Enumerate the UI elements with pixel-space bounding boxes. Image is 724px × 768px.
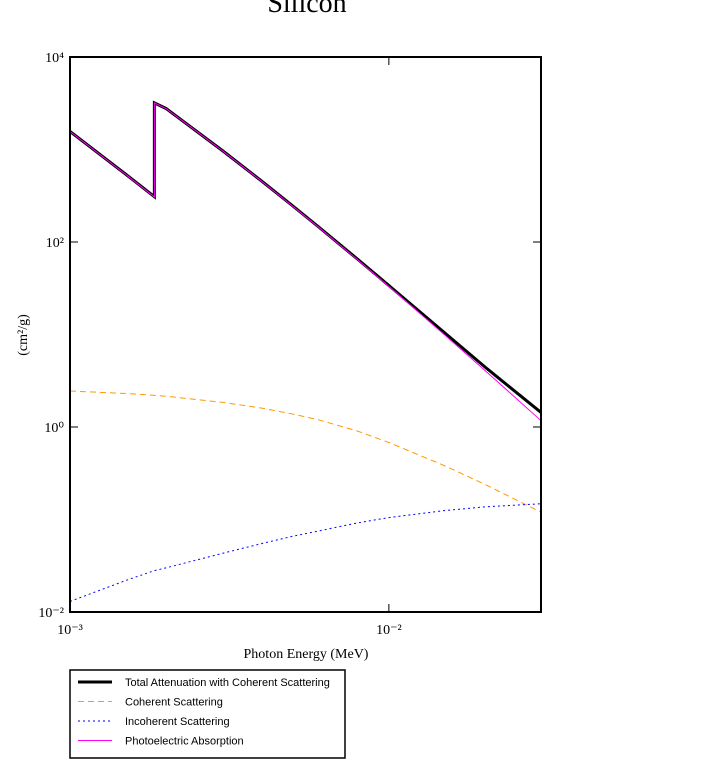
- y-tick-label: 10²: [46, 236, 64, 251]
- legend-label: Photoelectric Absorption: [125, 736, 244, 748]
- series-line: [69, 102, 542, 422]
- x-axis-label: Photon Energy (MeV): [244, 647, 369, 662]
- legend-box: [69, 669, 346, 759]
- y-tick-label: 10⁴: [45, 51, 64, 66]
- y-tick-label: 10⁻²: [38, 606, 64, 621]
- chart-title: Silicon: [267, 0, 346, 19]
- legend-label: Total Attenuation with Coherent Scatteri…: [125, 677, 330, 689]
- x-tick-label: 10⁻³: [57, 623, 83, 638]
- x-tick-label: 10⁻²: [376, 623, 402, 638]
- legend-label: Incoherent Scattering: [125, 716, 230, 728]
- series-line: [69, 503, 542, 602]
- y-axis-label: (cm²/g): [16, 314, 31, 356]
- series-line: [69, 100, 542, 414]
- plot-frame: [69, 56, 542, 613]
- y-tick-label: 10⁰: [44, 421, 64, 436]
- legend-label: Coherent Scattering: [125, 697, 223, 709]
- series-line: [69, 390, 542, 513]
